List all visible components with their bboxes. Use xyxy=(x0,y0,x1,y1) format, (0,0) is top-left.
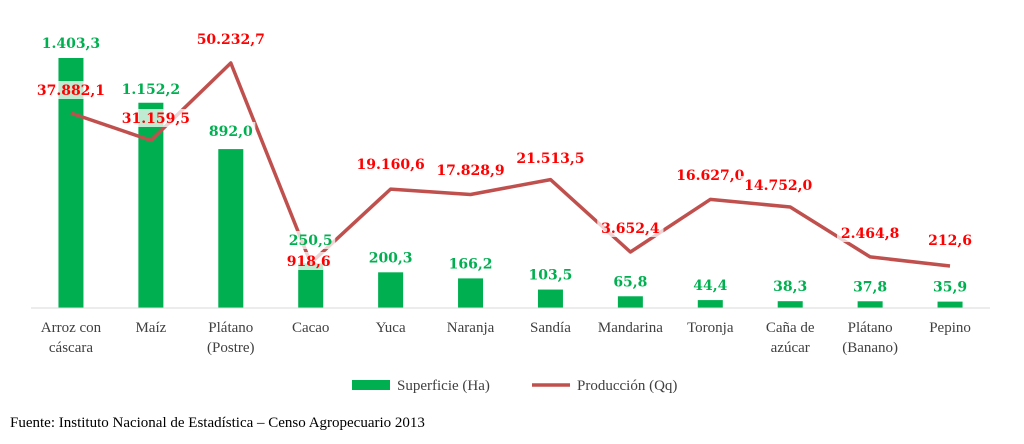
line-data-label-bg xyxy=(118,109,194,127)
line-data-label: 918,6 xyxy=(287,254,331,270)
bar-data-label-bg xyxy=(366,248,416,267)
bar xyxy=(777,301,803,308)
bar xyxy=(697,300,723,308)
line-data-label: 31.159,5 xyxy=(122,111,190,127)
bar-data-label: 37,8 xyxy=(853,279,887,295)
bar-data-label-bg xyxy=(37,34,105,52)
category-label: Maíz xyxy=(135,320,166,336)
line-data-label-bg xyxy=(837,224,904,242)
bar-data-label: 200,3 xyxy=(369,250,413,266)
category-label: Caña de xyxy=(766,320,815,336)
legend-label: Producción (Qq) xyxy=(577,378,677,394)
category-label: Plátano xyxy=(848,320,893,336)
line-data-label: 16.627,0 xyxy=(676,168,744,184)
line-data-label-bg xyxy=(353,155,429,173)
category-label: Toronja xyxy=(687,320,734,336)
bar-data-label: 1.152,2 xyxy=(122,82,180,98)
bar-data-label-bg xyxy=(206,122,256,140)
bar-data-label-bg xyxy=(446,254,496,273)
bar-data-label-bg xyxy=(117,80,184,98)
bar-data-label: 44,4 xyxy=(693,278,727,294)
category-label: Cacao xyxy=(292,320,329,336)
bar xyxy=(937,301,963,308)
combo-chart: 1.403,3 1.152,2 892,0 250,5 200,3 166,2 103,5 6… xyxy=(31,30,990,394)
line-data-label: 212,6 xyxy=(928,233,972,249)
line-data-label: 37.882,1 xyxy=(37,83,105,99)
bar-data-label-bg xyxy=(286,231,336,249)
bar-data-label: 65,8 xyxy=(613,274,647,290)
category-label: azúcar xyxy=(771,340,810,356)
production-line xyxy=(70,61,951,268)
bar-data-label: 1.403,3 xyxy=(42,36,100,52)
line-data-label: 14.752,0 xyxy=(744,178,812,194)
bar-data-label-bg xyxy=(849,277,891,296)
category-label: Yuca xyxy=(376,320,406,336)
bar-data-label: 250,5 xyxy=(289,233,333,249)
bar xyxy=(857,301,883,308)
category-label: cáscara xyxy=(49,340,93,356)
line-data-label-bg xyxy=(597,219,664,237)
bar-data-label-bg xyxy=(929,277,971,296)
category-label: (Postre) xyxy=(207,340,255,356)
category-label: Plátano xyxy=(208,320,253,336)
bar-data-label-bg xyxy=(610,272,651,291)
bar xyxy=(617,296,643,308)
category-label: Arroz con xyxy=(41,320,102,336)
source-note: Fuente: Instituto Nacional de Estadístic… xyxy=(10,415,425,431)
line-data-label-bg xyxy=(672,166,748,184)
bar-data-label: 35,9 xyxy=(933,280,967,296)
line-data-label-bg xyxy=(925,231,975,249)
bar xyxy=(378,272,404,308)
bar-data-label-bg xyxy=(770,277,811,296)
line-data-label: 17.828,9 xyxy=(436,163,504,179)
category-label: Pepino xyxy=(929,320,971,336)
line-data-label-bg xyxy=(433,161,508,179)
bar xyxy=(218,149,244,308)
line-data-label-bg xyxy=(513,149,588,167)
line-data-label: 2.464,8 xyxy=(841,226,899,242)
legend-label: Superficie (Ha) xyxy=(397,378,490,394)
bar xyxy=(298,263,324,308)
line-data-label-bg xyxy=(33,81,109,99)
line-data-label: 19.160,6 xyxy=(357,157,425,173)
category-label: Mandarina xyxy=(598,320,663,336)
line-data-label-bg xyxy=(193,30,269,48)
bar-data-label-bg xyxy=(525,265,575,284)
line-data-label: 3.652,4 xyxy=(601,221,660,237)
legend-swatch-bar xyxy=(352,380,390,390)
bar xyxy=(537,289,563,308)
line-data-label-bg xyxy=(740,176,816,194)
line-data-label: 21.513,5 xyxy=(516,151,584,167)
bar xyxy=(58,58,84,308)
bar xyxy=(458,278,484,308)
bar-data-label: 38,3 xyxy=(773,279,807,295)
bar-data-label-bg xyxy=(690,276,731,295)
line-data-label-bg xyxy=(284,252,334,270)
category-label: Naranja xyxy=(447,320,495,336)
bar-data-label: 892,0 xyxy=(209,124,253,140)
category-label: (Banano) xyxy=(842,340,898,356)
bar-data-label: 166,2 xyxy=(449,256,493,272)
category-label: Sandía xyxy=(530,320,571,336)
line-data-label: 50.232,7 xyxy=(197,32,265,48)
bar-data-label: 103,5 xyxy=(529,268,573,284)
